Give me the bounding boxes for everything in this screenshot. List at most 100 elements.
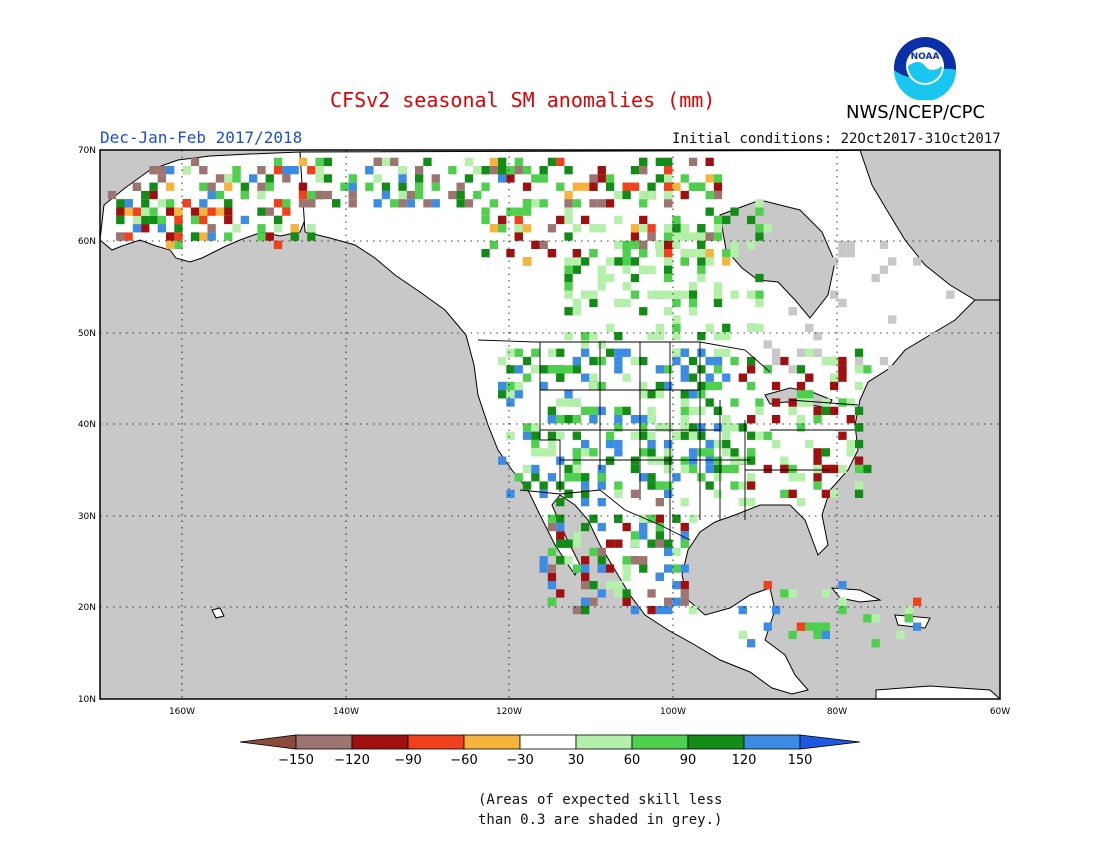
anomaly-cell [705, 439, 714, 449]
anomaly-cell [190, 215, 200, 225]
anomaly-cell [564, 207, 573, 216]
anomaly-cell [647, 431, 656, 440]
anomaly-cell [722, 348, 731, 357]
anomaly-cell [680, 415, 689, 424]
map-title: CFSv2 seasonal SM anomalies (mm) [330, 88, 716, 112]
anomaly-cell [614, 406, 623, 415]
anomaly-cell [713, 224, 723, 233]
anomaly-cell [572, 473, 581, 482]
anomaly-cell [116, 199, 125, 208]
anomaly-cell [547, 597, 557, 606]
anomaly-cell [182, 166, 191, 175]
anomaly-cell [307, 224, 316, 233]
low-skill-cell [846, 240, 855, 249]
anomaly-cell [622, 265, 631, 274]
anomaly-cell [581, 597, 590, 606]
anomaly-cell [514, 365, 523, 374]
anomaly-cell [547, 224, 557, 233]
anomaly-cell [564, 365, 573, 374]
anomaly-cell [556, 157, 565, 166]
anomaly-cell [830, 356, 839, 366]
anomaly-cell [564, 265, 573, 274]
anomaly-cell [747, 365, 756, 374]
anomaly-cell [605, 456, 615, 465]
anomaly-cell [448, 166, 457, 175]
anomaly-cell [813, 481, 822, 490]
anomaly-cell [514, 207, 523, 216]
anomaly-cell [373, 174, 382, 183]
anomaly-cell [547, 439, 557, 449]
anomaly-cell [697, 332, 706, 341]
anomaly-cell [664, 464, 673, 474]
anomaly-cell [282, 207, 291, 216]
anomaly-cell [506, 390, 515, 399]
anomaly-cell [722, 464, 731, 474]
anomaly-cell [713, 473, 723, 482]
anomaly-cell [705, 481, 714, 490]
anomaly-cell [655, 249, 664, 258]
anomaly-cell [655, 481, 664, 490]
anomaly-cell [398, 182, 407, 191]
anomaly-cell [655, 365, 664, 374]
low-skill-cell [813, 332, 822, 341]
anomaly-cell [365, 182, 374, 191]
anomaly-cell [796, 473, 806, 482]
anomaly-cell [572, 415, 581, 424]
anomaly-cell [307, 166, 316, 175]
low-skill-cell [796, 348, 806, 357]
anomaly-cell [273, 166, 283, 175]
anomaly-cell [498, 356, 507, 366]
anomaly-cell [697, 365, 706, 374]
anomaly-cell [664, 199, 673, 208]
anomaly-cell [854, 365, 864, 374]
low-skill-cell [763, 340, 772, 349]
anomaly-cell [589, 332, 598, 341]
anomaly-cell [630, 232, 640, 241]
anomaly-cell [755, 323, 764, 332]
low-skill-cell [971, 315, 980, 324]
anomaly-cell [224, 215, 233, 225]
anomaly-cell [630, 257, 640, 266]
anomaly-cell [622, 589, 631, 598]
anomaly-cell [614, 240, 623, 249]
anomaly-cell [713, 174, 723, 183]
anomaly-cell [257, 190, 266, 200]
anomaly-cell [614, 348, 623, 357]
anomaly-cell [597, 589, 606, 598]
anomaly-cell [257, 224, 266, 233]
anomaly-cell [506, 489, 515, 498]
anomaly-cell [581, 481, 590, 490]
anomaly-cell [647, 190, 656, 200]
anomaly-cell [240, 190, 249, 200]
anomaly-cell [199, 199, 208, 208]
anomaly-cell [572, 199, 581, 208]
anomaly-cell [664, 240, 673, 249]
anomaly-cell [498, 390, 507, 399]
anomaly-cell [522, 207, 532, 216]
initial-conditions-label: Initial conditions: 22Oct2017-31Oct2017 [672, 131, 1001, 147]
anomaly-cell [547, 348, 557, 357]
anomaly-cell [738, 481, 747, 490]
anomaly-cell [655, 323, 664, 332]
anomaly-cell [124, 199, 133, 208]
anomaly-cell [639, 431, 648, 440]
anomaly-cell [713, 298, 723, 308]
anomaly-cell [747, 215, 756, 225]
anomaly-cell [174, 207, 183, 216]
anomaly-cell [373, 157, 382, 166]
anomaly-cell [664, 381, 673, 391]
anomaly-cell [697, 406, 706, 415]
anomaly-cell [755, 199, 764, 208]
anomaly-cell [863, 614, 872, 623]
anomaly-cell [713, 439, 723, 449]
anomaly-cell [539, 174, 548, 183]
anomaly-cell [522, 464, 532, 474]
low-skill-cell [954, 356, 963, 366]
anomaly-cell [547, 365, 557, 374]
anomaly-cell [406, 199, 415, 208]
low-skill-cell [805, 298, 814, 308]
anomaly-cell [647, 290, 656, 299]
anomaly-cell [215, 174, 225, 183]
anomaly-cell [813, 448, 822, 457]
color-bar-tick-label: 90 [680, 753, 697, 768]
